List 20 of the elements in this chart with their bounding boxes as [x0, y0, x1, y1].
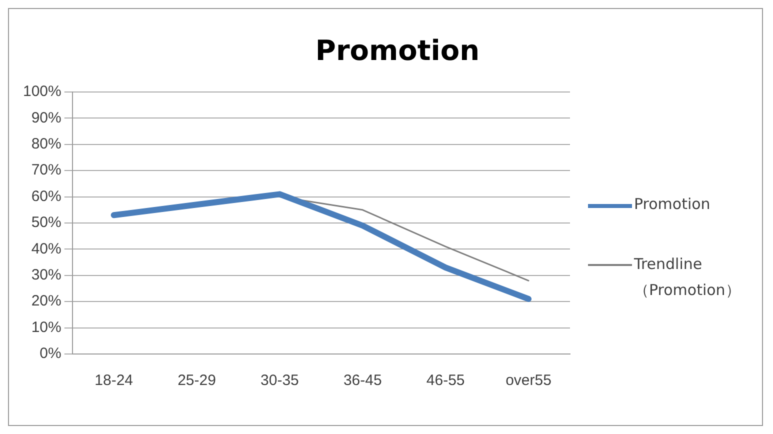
x-tick-label: 36-45 [343, 372, 382, 390]
y-tick-label: 10% [31, 318, 62, 336]
x-tick-label: 46-55 [426, 372, 465, 390]
x-tick-label: 18-24 [94, 372, 134, 390]
y-tick-label: 20% [31, 292, 62, 310]
chart-title: Promotion [314, 34, 481, 67]
y-tick-label: 70% [31, 162, 62, 179]
y-tick-label: 60% [31, 188, 62, 205]
legend-label: Promotion [634, 194, 710, 215]
y-tick-label: 100% [22, 83, 62, 100]
y-tick-label: 90% [31, 109, 62, 126]
legend-label: Trendline（Promotion） [634, 254, 742, 301]
y-tick-label: 80% [31, 136, 62, 153]
y-tick-label: 30% [31, 266, 62, 284]
x-tick-label: over55 [506, 372, 552, 390]
y-tick-label: 50% [31, 214, 62, 232]
x-tick-label: 30-35 [260, 372, 299, 390]
y-tick-label: 40% [31, 240, 62, 258]
x-tick-label: 25-29 [178, 372, 216, 390]
y-tick-label: 0% [40, 345, 62, 362]
